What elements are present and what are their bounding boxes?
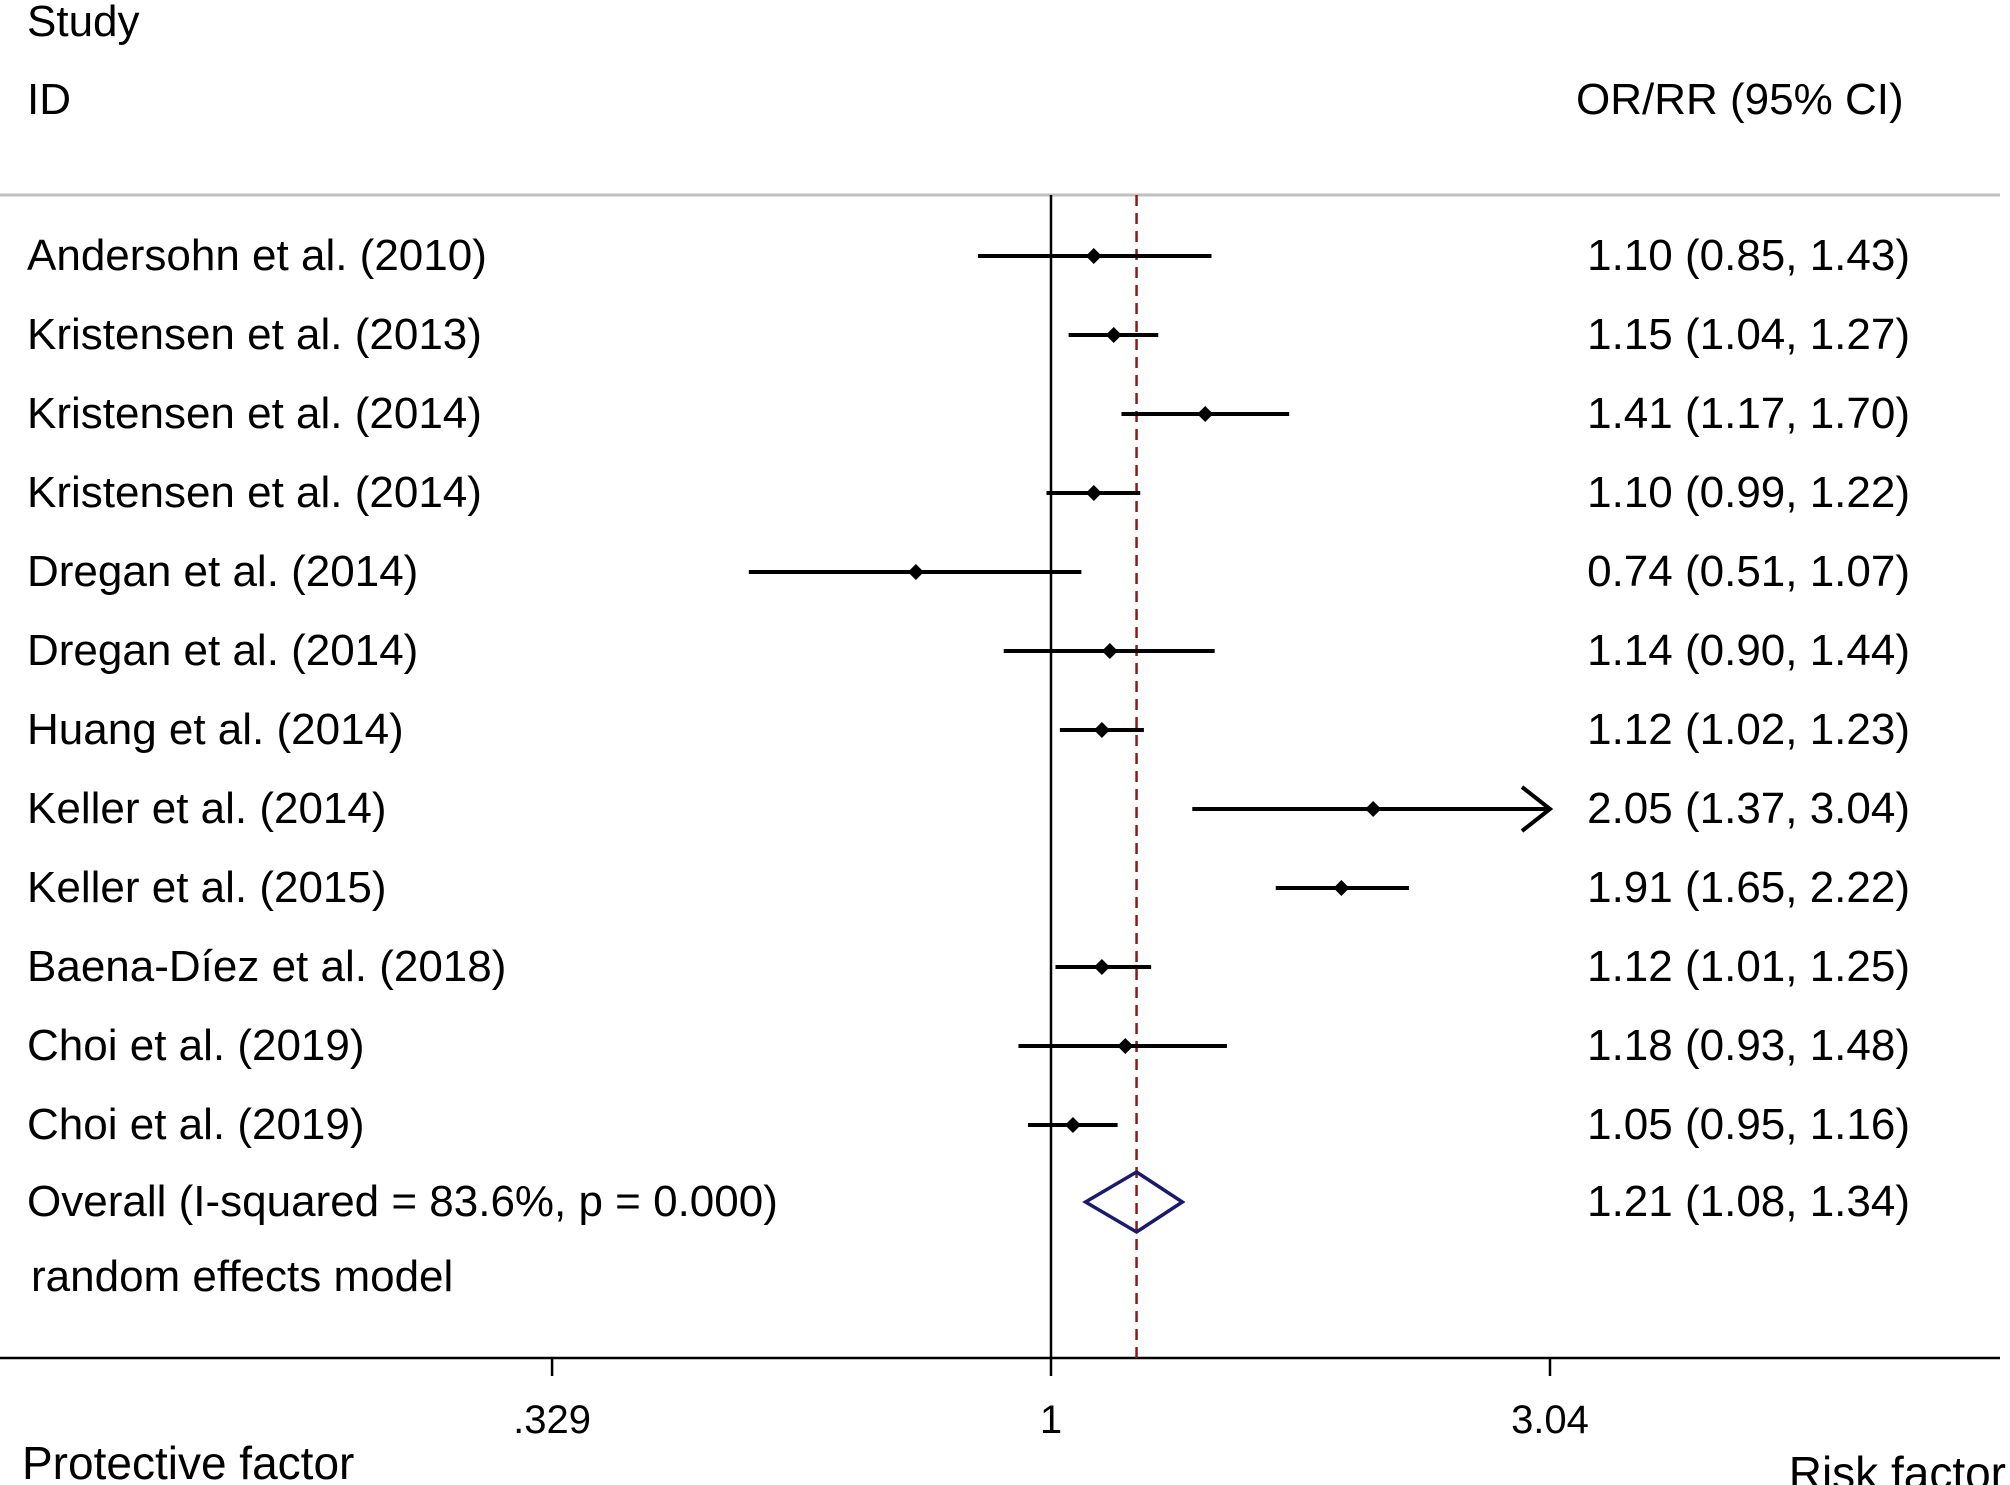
- study-effect-text: 1.41 (1.17, 1.70): [1587, 389, 1910, 438]
- header-effect-label: OR/RR (95% CI): [1576, 75, 1904, 124]
- point-estimate-marker: [907, 564, 924, 580]
- header-study-label: Study: [27, 0, 140, 46]
- point-estimate-marker: [1197, 406, 1214, 422]
- point-estimate-marker: [1333, 880, 1350, 896]
- study-label: Andersohn et al. (2010): [27, 231, 487, 280]
- overall-label: Overall (I-squared = 83.6%, p = 0.000): [27, 1177, 778, 1226]
- point-estimate-marker: [1105, 327, 1122, 343]
- protective-factor-label: Protective factor: [22, 1437, 355, 1485]
- point-estimate-marker: [1101, 643, 1118, 659]
- study-label: Keller et al. (2014): [27, 784, 387, 833]
- overall-effect-text: 1.21 (1.08, 1.34): [1587, 1177, 1910, 1226]
- study-label: Dregan et al. (2014): [27, 547, 419, 596]
- point-estimate-marker: [1093, 722, 1110, 738]
- study-effect-text: 1.12 (1.01, 1.25): [1587, 942, 1910, 991]
- study-label: Kristensen et al. (2014): [27, 389, 482, 438]
- study-effect-text: 1.91 (1.65, 2.22): [1587, 863, 1910, 912]
- x-tick-label: 1: [1039, 1398, 1063, 1442]
- study-label: Choi et al. (2019): [27, 1100, 365, 1149]
- study-effect-text: 1.12 (1.02, 1.23): [1587, 705, 1910, 754]
- study-effect-text: 1.18 (0.93, 1.48): [1587, 1021, 1910, 1070]
- x-tick-label: 3.04: [1511, 1398, 1589, 1442]
- study-label: Keller et al. (2015): [27, 863, 387, 912]
- study-effect-text: 2.05 (1.37, 3.04): [1587, 784, 1910, 833]
- study-label: Baena-Díez et al. (2018): [27, 942, 507, 991]
- point-estimate-marker: [1085, 485, 1102, 501]
- overall-diamond: [1082, 1169, 1186, 1235]
- point-estimate-marker: [1085, 248, 1102, 264]
- point-estimate-marker: [1117, 1038, 1134, 1054]
- study-label: Huang et al. (2014): [27, 705, 404, 754]
- x-tick-label: .329: [513, 1398, 591, 1442]
- study-label: Kristensen et al. (2013): [27, 310, 482, 359]
- point-estimate-marker: [1093, 959, 1110, 975]
- study-label: Dregan et al. (2014): [27, 626, 419, 675]
- study-effect-text: 1.15 (1.04, 1.27): [1587, 310, 1910, 359]
- study-label: Choi et al. (2019): [27, 1021, 365, 1070]
- risk-factor-label: Risk factor: [1788, 1447, 2006, 1485]
- study-effect-text: 0.74 (0.51, 1.07): [1587, 547, 1910, 596]
- study-effect-text: 1.10 (0.99, 1.22): [1587, 468, 1910, 517]
- header-id-label: ID: [27, 75, 71, 124]
- study-effect-text: 1.10 (0.85, 1.43): [1587, 231, 1910, 280]
- point-estimate-marker: [1365, 801, 1382, 817]
- study-effect-text: 1.05 (0.95, 1.16): [1587, 1100, 1910, 1149]
- study-effect-text: 1.14 (0.90, 1.44): [1587, 626, 1910, 675]
- point-estimate-marker: [1064, 1117, 1081, 1133]
- model-note: random effects model: [31, 1252, 454, 1301]
- study-label: Kristensen et al. (2014): [27, 468, 482, 517]
- ci-arrow: [1520, 785, 1554, 833]
